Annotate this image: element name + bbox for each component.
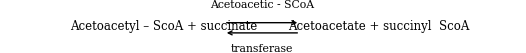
Text: transferase: transferase: [231, 44, 293, 53]
Text: Acetoacetic - SCoA: Acetoacetic - SCoA: [210, 0, 314, 10]
Text: Acetoacetyl – ScoA + succinate: Acetoacetyl – ScoA + succinate: [70, 20, 257, 33]
Text: Acetoacetate + succinyl  ScoA: Acetoacetate + succinyl ScoA: [288, 20, 469, 33]
